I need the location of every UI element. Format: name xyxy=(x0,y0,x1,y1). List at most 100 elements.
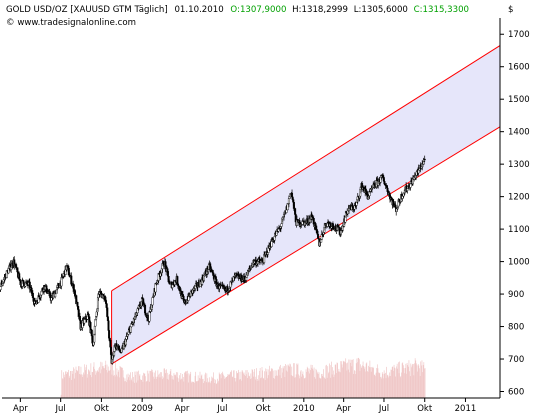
volume-bar xyxy=(310,370,311,398)
volume-bar xyxy=(120,366,121,398)
volume-bar xyxy=(388,376,390,398)
volume-bar xyxy=(115,374,117,398)
volume-bar xyxy=(153,376,154,398)
volume-bar xyxy=(414,358,416,398)
volume-bar xyxy=(333,377,335,398)
volume-bar xyxy=(236,373,238,398)
volume-bar xyxy=(381,372,383,398)
volume-bar xyxy=(161,372,162,398)
volume-bar xyxy=(288,366,290,398)
volume-bar xyxy=(262,377,264,398)
volume-bar xyxy=(422,365,424,398)
volume-bar xyxy=(372,366,374,398)
volume-bar xyxy=(84,364,86,398)
volume-bar xyxy=(66,374,68,398)
volume-bar xyxy=(327,373,329,398)
volume-bar xyxy=(73,367,74,398)
volume-bar xyxy=(137,371,138,398)
volume-bar xyxy=(89,375,91,398)
volume-bar xyxy=(409,371,410,398)
volume-bar xyxy=(345,358,347,398)
volume-bar xyxy=(104,368,105,398)
volume-bar xyxy=(268,369,270,398)
volume-bar xyxy=(226,376,228,398)
volume-bar xyxy=(248,372,249,398)
y-tick: 1500 xyxy=(500,95,530,105)
volume-bar xyxy=(302,371,304,398)
volume-bar xyxy=(164,368,165,398)
volume-bar xyxy=(251,378,252,398)
volume-bar xyxy=(136,382,138,398)
volume-bar xyxy=(178,378,180,398)
volume-bar xyxy=(394,376,396,398)
volume-bar xyxy=(363,366,365,398)
volume-bar xyxy=(312,368,314,398)
volume-bar xyxy=(306,366,308,398)
volume-bar xyxy=(335,364,337,398)
volume-bar xyxy=(99,373,101,398)
volume-bar xyxy=(98,368,100,398)
volume-bar xyxy=(405,363,407,398)
volume-bar xyxy=(190,371,192,398)
volume-bar xyxy=(384,373,386,398)
y-tick: 1300 xyxy=(500,160,530,170)
volume-bar xyxy=(324,378,326,398)
volume-bar xyxy=(383,370,385,398)
volume-bar xyxy=(66,372,68,398)
volume-bar xyxy=(163,377,164,398)
volume-bar xyxy=(292,376,294,398)
volume-bar xyxy=(110,361,112,398)
volume-bar xyxy=(385,378,387,398)
volume-bar xyxy=(130,380,132,398)
volume-bar xyxy=(273,378,275,398)
volume-bar xyxy=(411,365,413,398)
volume-bar xyxy=(125,380,126,398)
volume-bar xyxy=(247,378,249,398)
volume-bar xyxy=(177,372,179,398)
volume-bar xyxy=(412,363,414,398)
volume-bar xyxy=(105,360,107,398)
volume-bar xyxy=(304,378,306,398)
volume-bar xyxy=(79,374,81,398)
volume-bar xyxy=(71,370,73,398)
y-tick: 1100 xyxy=(500,225,530,235)
volume-bar xyxy=(145,376,146,398)
volume-bar xyxy=(170,368,172,398)
volume-bar xyxy=(203,383,205,398)
volume-bar xyxy=(127,379,128,398)
volume-bar xyxy=(216,383,218,398)
volume-bar xyxy=(276,375,278,398)
volume-bar xyxy=(102,366,104,398)
volume-bar xyxy=(205,372,206,398)
header-close-label: C: xyxy=(414,5,423,15)
volume-bar xyxy=(327,366,329,398)
x-tick: 2009 xyxy=(131,398,153,414)
volume-bar xyxy=(210,383,211,398)
volume-bar xyxy=(143,372,144,398)
volume-bar xyxy=(115,361,117,398)
volume-bar xyxy=(375,372,377,398)
volume-bar xyxy=(318,372,320,398)
volume-bar xyxy=(93,362,95,398)
x-tick: Jul xyxy=(378,398,389,414)
volume-bar xyxy=(156,376,158,398)
volume-bar xyxy=(317,371,319,398)
channel-upper-line xyxy=(111,45,501,292)
y-tick: 700 xyxy=(500,355,524,365)
volume-bar xyxy=(424,368,426,398)
volume-bar xyxy=(342,360,344,398)
volume-bar xyxy=(249,378,251,398)
volume-bar xyxy=(300,371,301,398)
volume-bar xyxy=(123,377,125,398)
volume-bar xyxy=(340,361,342,398)
volume-bar xyxy=(323,369,324,398)
volume-bar xyxy=(159,372,161,398)
volume-bar xyxy=(103,368,105,398)
x-tick: Apr xyxy=(13,398,28,414)
volume-bar xyxy=(308,371,309,398)
volume-bar xyxy=(233,370,234,398)
volume-bar xyxy=(74,378,76,398)
volume-bar xyxy=(193,382,195,398)
volume-bar xyxy=(337,363,338,398)
volume-bar xyxy=(236,371,237,398)
